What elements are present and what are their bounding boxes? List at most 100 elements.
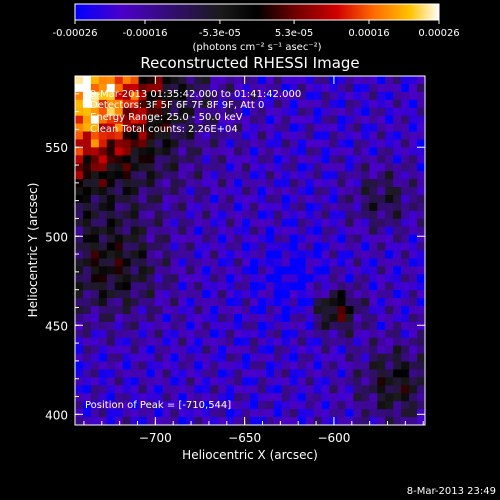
heatmap-cell bbox=[281, 242, 291, 252]
heatmap-cell bbox=[98, 417, 108, 425]
heatmap-cell bbox=[337, 210, 347, 220]
heatmap-cell bbox=[202, 115, 211, 125]
heatmap-cell bbox=[305, 91, 315, 101]
heatmap-cell bbox=[409, 306, 418, 315]
heatmap-cell bbox=[353, 377, 362, 386]
heatmap-cell bbox=[345, 210, 354, 220]
heatmap-cell bbox=[265, 139, 275, 148]
heatmap-cell bbox=[130, 321, 140, 331]
heatmap-cell bbox=[202, 155, 211, 164]
heatmap-cell bbox=[281, 147, 291, 156]
heatmap-cell bbox=[289, 115, 299, 125]
heatmap-cell bbox=[393, 187, 402, 196]
heatmap-cell bbox=[321, 401, 331, 410]
heatmap-cell bbox=[417, 179, 425, 188]
heatmap-cell bbox=[242, 361, 251, 371]
heatmap-cell bbox=[194, 385, 203, 394]
heatmap-cell bbox=[337, 83, 347, 93]
heatmap-cell bbox=[146, 179, 156, 188]
heatmap-cell bbox=[154, 337, 164, 347]
heatmap-cell bbox=[226, 337, 235, 347]
colorbar: -0.00026 -0.00016 -5.3e-05 5.3e-05 0.00016 0.… bbox=[53, 3, 460, 53]
heatmap-cell bbox=[75, 99, 84, 109]
heatmap-cell bbox=[210, 115, 219, 125]
heatmap-cell bbox=[114, 385, 124, 394]
heatmap-cell bbox=[146, 131, 156, 141]
heatmap-cell bbox=[178, 139, 187, 148]
heatmap-cell bbox=[273, 187, 283, 196]
heatmap-cell bbox=[106, 313, 116, 323]
heatmap-cell bbox=[75, 274, 84, 283]
heatmap-cell bbox=[75, 337, 84, 347]
heatmap-cell bbox=[170, 202, 179, 212]
heatmap-cell bbox=[337, 202, 347, 212]
heatmap-cell bbox=[297, 194, 307, 204]
heatmap-cell bbox=[353, 194, 362, 204]
heatmap-cell bbox=[178, 171, 187, 180]
heatmap-cell bbox=[242, 258, 251, 267]
heatmap-cell bbox=[218, 274, 227, 283]
heatmap-cell bbox=[170, 218, 179, 228]
heatmap-cell bbox=[162, 282, 172, 291]
heatmap-cell bbox=[210, 377, 219, 386]
heatmap-cell bbox=[75, 345, 84, 355]
heatmap-cell bbox=[385, 147, 394, 156]
heatmap-cell bbox=[210, 361, 219, 371]
heatmap-cell bbox=[162, 210, 172, 220]
heatmap-cell bbox=[297, 298, 307, 307]
heatmap-cell bbox=[130, 329, 140, 339]
heatmap-cell bbox=[250, 99, 259, 109]
heatmap-cell bbox=[90, 115, 100, 125]
heatmap-cell bbox=[305, 83, 315, 93]
heatmap-cell bbox=[321, 321, 331, 331]
heatmap-cell bbox=[409, 163, 418, 172]
heatmap-cell bbox=[337, 187, 347, 196]
heatmap-cell bbox=[273, 417, 283, 425]
heatmap-cell bbox=[82, 321, 92, 331]
heatmap-cell bbox=[194, 202, 203, 212]
heatmap-cell bbox=[417, 115, 425, 125]
heatmap-cell bbox=[170, 250, 179, 260]
heatmap-cell bbox=[250, 147, 259, 156]
heatmap-cell bbox=[242, 123, 251, 133]
heatmap-cell bbox=[226, 202, 235, 212]
heatmap-cell bbox=[369, 123, 378, 133]
heatmap-cell bbox=[369, 290, 378, 299]
heatmap-cell bbox=[377, 409, 386, 418]
heatmap-cell bbox=[401, 337, 410, 347]
heatmap-cell bbox=[98, 218, 108, 228]
heatmap-cell bbox=[242, 417, 251, 425]
heatmap-cell bbox=[170, 306, 179, 315]
heatmap-cell bbox=[289, 385, 299, 394]
heatmap-cell bbox=[265, 290, 275, 299]
heatmap-cell bbox=[321, 393, 331, 402]
heatmap-cell bbox=[106, 353, 116, 363]
heatmap-cell bbox=[234, 290, 243, 299]
heatmap-cell bbox=[234, 337, 243, 347]
heatmap-cell bbox=[250, 369, 259, 379]
heatmap-cell bbox=[226, 385, 235, 394]
heatmap-cell bbox=[146, 91, 156, 101]
heatmap-cell bbox=[106, 266, 116, 275]
heatmap-cell bbox=[385, 377, 394, 386]
heatmap-cell bbox=[226, 91, 235, 101]
heatmap-cell bbox=[401, 393, 410, 402]
heatmap-cell bbox=[82, 171, 92, 180]
heatmap-cell bbox=[138, 337, 148, 347]
heatmap-cell bbox=[242, 139, 251, 148]
heatmap-cell bbox=[194, 234, 203, 244]
heatmap-cell bbox=[75, 76, 84, 85]
heatmap-cell bbox=[114, 353, 124, 363]
heatmap-cell bbox=[369, 345, 378, 355]
heatmap-cell bbox=[265, 401, 275, 410]
heatmap-cell bbox=[289, 171, 299, 180]
heatmap-cell bbox=[385, 298, 394, 307]
heatmap-cell bbox=[234, 361, 243, 371]
heatmap-cell bbox=[138, 163, 148, 172]
heatmap-cell bbox=[329, 171, 339, 180]
heatmap-cell bbox=[250, 76, 259, 85]
heatmap-cell bbox=[393, 306, 402, 315]
heatmap-cell bbox=[289, 274, 299, 283]
heatmap-cell bbox=[313, 329, 323, 339]
heatmap-cell bbox=[353, 115, 362, 125]
